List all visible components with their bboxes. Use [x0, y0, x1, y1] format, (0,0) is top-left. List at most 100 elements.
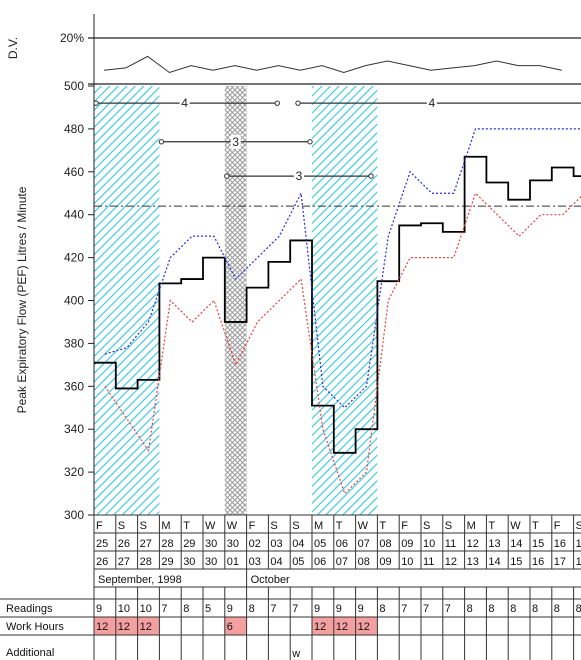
y-axis: 300 320 340 360 380 400 420 440 460 480 500: [64, 79, 94, 522]
table-reading: 9: [358, 603, 364, 615]
table-date-start: 16: [554, 538, 566, 550]
table-day-label: F: [401, 520, 408, 532]
table-reading: 7: [423, 603, 429, 615]
work-period-band: [312, 86, 378, 515]
work-hours-highlight: [355, 617, 378, 635]
period-bar-label-bg: [179, 96, 190, 111]
table-day-label: W: [227, 520, 238, 532]
row-label-additional: Additional: [6, 647, 54, 659]
table-day-label: S: [423, 520, 430, 532]
series-lines: [94, 128, 581, 495]
table-date-start: 03: [270, 538, 282, 550]
table-date-end: 30: [183, 556, 195, 568]
table-date-end: 08: [358, 556, 370, 568]
table-day-label: F: [96, 520, 103, 532]
table-reading: 7: [292, 603, 298, 615]
table-work-hours: 6: [227, 621, 233, 633]
table-date-end: 06: [314, 556, 326, 568]
table-reading: 7: [445, 603, 451, 615]
table-reading: 7: [270, 603, 276, 615]
table-date-start: 04: [292, 538, 304, 550]
table-reading: 5: [205, 603, 211, 615]
table-date-start: 12: [467, 538, 479, 550]
table-date-start: 30: [205, 538, 217, 550]
table-date-start: 10: [423, 538, 435, 550]
table-date-start: 29: [183, 538, 195, 550]
row-label-work-hours: Work Hours: [6, 621, 64, 633]
table-date-start: 26: [118, 538, 130, 550]
table-date-start: 05: [314, 538, 326, 550]
table-date-end: 10: [401, 556, 413, 568]
table-work-hours: 12: [140, 621, 152, 633]
work-hours-highlight: [94, 617, 116, 635]
table-reading: 8: [532, 603, 538, 615]
table-date-end: 18: [576, 556, 581, 568]
table-date-start: 08: [379, 538, 391, 550]
period-bar-label: 3: [296, 169, 303, 183]
y-tick-label: 500: [64, 79, 84, 93]
period-bar-label-bg: [230, 134, 241, 149]
work-hours-highlight: [333, 617, 356, 635]
period-bar-label-bg: [426, 96, 437, 111]
y-tick-label: 340: [64, 422, 84, 436]
table-date-end: 27: [118, 556, 130, 568]
table-date-start: 11: [445, 538, 456, 550]
period-bar-end: [274, 100, 280, 106]
table-day-label: S: [270, 520, 277, 532]
table-reading: 9: [336, 603, 342, 615]
table-day-label: S: [445, 520, 452, 532]
table-work-hours: 12: [96, 621, 108, 633]
table-date-start: 17: [576, 538, 581, 550]
pef-min-line: [104, 192, 581, 495]
table-additional: w: [291, 648, 300, 660]
table-date-start: 06: [336, 538, 348, 550]
work-period-band: [94, 86, 160, 515]
table-work-hours: 12: [314, 621, 326, 633]
pef-max-line: [104, 128, 581, 409]
table-reading: 7: [161, 603, 167, 615]
work-hours-highlight: [115, 617, 138, 635]
table-reading: 8: [183, 603, 189, 615]
table-day-label: T: [488, 520, 495, 532]
table-work-hours: 12: [118, 621, 130, 633]
table-date-end: 14: [488, 556, 500, 568]
table-day-label: S: [140, 520, 147, 532]
table-date-start: 30: [227, 538, 239, 550]
period-bar-end: [368, 173, 374, 179]
table-date-end: 03: [249, 556, 261, 568]
period-bar-label-bg: [293, 169, 304, 184]
table-day-label: M: [161, 520, 170, 532]
table-day-label: F: [249, 520, 256, 532]
period-bars: 4 4 3 3: [93, 96, 581, 184]
table-date-end: 26: [96, 556, 108, 568]
table-day-label: T: [379, 520, 386, 532]
y-tick-label: 460: [64, 165, 84, 179]
y-axis-label: Peak Expiratory Flow (PEF) Litres / Minu…: [15, 186, 29, 413]
data-table: F S S M T W W F S S M T W T F S S M T W T F S25 26 27 28 29 30 30 02 0…: [0, 514, 581, 660]
table-date-start: 14: [510, 538, 522, 550]
table-reading: 10: [118, 603, 130, 615]
work-period-shading: [94, 86, 378, 515]
work-hours-highlight: [224, 617, 247, 635]
table-reading: 9: [227, 603, 233, 615]
row-label-readings: Readings: [6, 603, 53, 615]
period-bar-start: [158, 139, 165, 145]
table-day-label: F: [554, 520, 561, 532]
table-date-end: 04: [270, 556, 282, 568]
period-bar-label: 4: [181, 96, 188, 110]
y-tick-label: 420: [64, 251, 84, 265]
table-date-start: 02: [249, 538, 261, 550]
table-date-end: 28: [140, 556, 152, 568]
table-date-end: 13: [467, 556, 479, 568]
table-date-end: 15: [510, 556, 522, 568]
y-tick-label: 300: [64, 508, 84, 522]
table-month-label: October: [251, 574, 290, 586]
pef-mean-step-line: [94, 155, 581, 454]
work-hours-highlight: [312, 617, 334, 635]
table-day-label: T: [336, 520, 343, 532]
table-day-label: W: [205, 520, 216, 532]
dv-label: D.V.: [6, 37, 20, 59]
table-reading: 8: [554, 603, 560, 615]
table-reading: 7: [401, 603, 407, 615]
